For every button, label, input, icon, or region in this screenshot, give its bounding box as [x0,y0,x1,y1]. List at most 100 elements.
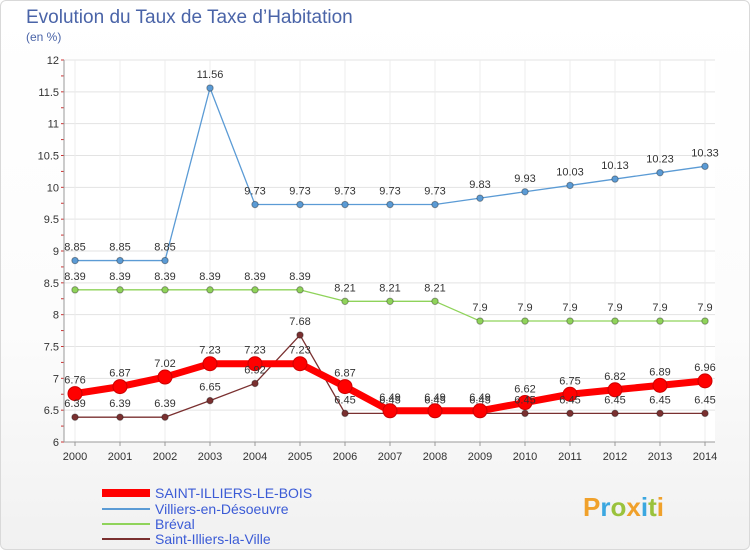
legend: SAINT-ILLIERS-LE-BOISVilliers-en-Désoeuv… [102,485,312,547]
data-point [566,317,574,325]
data-point [71,286,79,294]
data-point [611,175,619,183]
y-tick-label: 8.5 [44,278,59,290]
y-tick-label: 7.5 [44,342,59,354]
data-label: 10.03 [556,166,584,178]
data-label: 6.87 [334,368,355,380]
data-point [157,369,173,385]
data-point [251,286,259,294]
data-label: 6.49 [424,392,445,404]
data-label: 7.23 [289,345,310,357]
data-label: 7.9 [517,302,532,314]
series-layer [67,84,713,421]
x-tick-label: 2000 [63,451,87,463]
data-label: 7.9 [697,302,712,314]
legend-item: Villiers-en-Désoeuvre [102,501,289,517]
data-point [251,200,259,209]
y-tick-label: 11 [48,119,59,131]
data-label: 8.39 [109,271,130,283]
data-label: 8.39 [199,271,220,283]
x-tick-label: 2012 [603,451,627,463]
y-tick-label: 10.5 [38,151,59,163]
proxiti-logo: Proxiti [583,492,664,522]
y-tick-label: 6 [53,437,59,449]
data-label: 8.21 [379,282,400,294]
data-point [161,256,169,265]
x-tick-label: 2001 [108,451,132,463]
data-label: 6.39 [64,398,85,410]
legend-item: Saint-Illiers-la-Ville [102,531,271,547]
data-point [607,382,623,398]
data-label: 8.21 [334,282,355,294]
data-point [206,286,214,294]
data-point [296,331,304,339]
data-label: 6.45 [424,394,445,406]
x-tick-label: 2006 [333,451,357,463]
data-point [701,162,709,171]
y-tick-label: 7 [53,373,59,385]
data-point [386,200,394,209]
data-point [116,413,124,421]
logo-text: Proxiti [583,492,664,522]
data-label: 10.33 [691,147,719,159]
data-label: 6.75 [559,375,580,387]
data-label: 8.39 [64,271,85,283]
data-label: 10.13 [601,160,629,172]
data-label: 6.82 [604,371,625,383]
data-label: 8.39 [244,271,265,283]
data-point [341,409,349,418]
data-label: 9.73 [424,186,445,198]
data-label: 8.21 [424,282,445,294]
data-point [562,386,578,402]
data-label: 7.9 [652,302,667,314]
data-point [701,317,709,325]
x-tick-label: 2004 [243,451,267,463]
data-label: 6.45 [379,394,400,406]
data-point [116,286,124,294]
data-point [296,200,304,209]
data-point [656,168,664,177]
data-label: 6.89 [649,366,670,378]
y-tick-label: 11.5 [38,87,59,99]
data-point [337,379,353,395]
data-label: 6.62 [514,384,535,396]
y-tick-label: 10 [47,182,59,194]
x-tick-label: 2005 [288,451,312,463]
grid [64,59,715,443]
data-label: 10.23 [646,154,674,166]
series-1 [71,84,709,265]
data-point [382,403,398,419]
chart-title: Evolution du Taux de Taxe d’Habitation [26,7,353,28]
data-point [521,188,529,196]
data-point [656,409,664,418]
data-point [521,409,529,418]
data-label: 6.76 [64,375,85,387]
data-point [476,317,484,325]
data-point [206,84,214,92]
data-label: 7.9 [607,302,622,314]
data-label: 6.87 [109,368,130,380]
data-label: 8.85 [109,242,130,254]
y-tick-label: 8 [53,310,59,322]
data-point [431,200,439,209]
x-tick-label: 2011 [558,451,582,463]
x-tick-label: 2002 [153,451,177,463]
data-point [71,413,79,421]
data-label: 9.73 [379,186,400,198]
x-tick-label: 2009 [468,451,492,463]
data-label: 9.73 [334,186,355,198]
y-tick-label: 12 [47,55,59,67]
data-point [386,297,394,305]
y-tick-label: 9.5 [44,214,59,226]
data-point [71,256,79,265]
data-label: 6.65 [199,382,220,394]
data-point [67,386,83,402]
legend-label: SAINT-ILLIERS-LE-BOIS [155,485,312,501]
data-label: 6.45 [649,394,670,406]
data-label: 11.56 [197,69,224,81]
legend-label: Bréval [155,516,195,532]
x-tick-label: 2003 [198,451,222,463]
data-point [476,194,484,202]
series-2 [71,286,709,325]
